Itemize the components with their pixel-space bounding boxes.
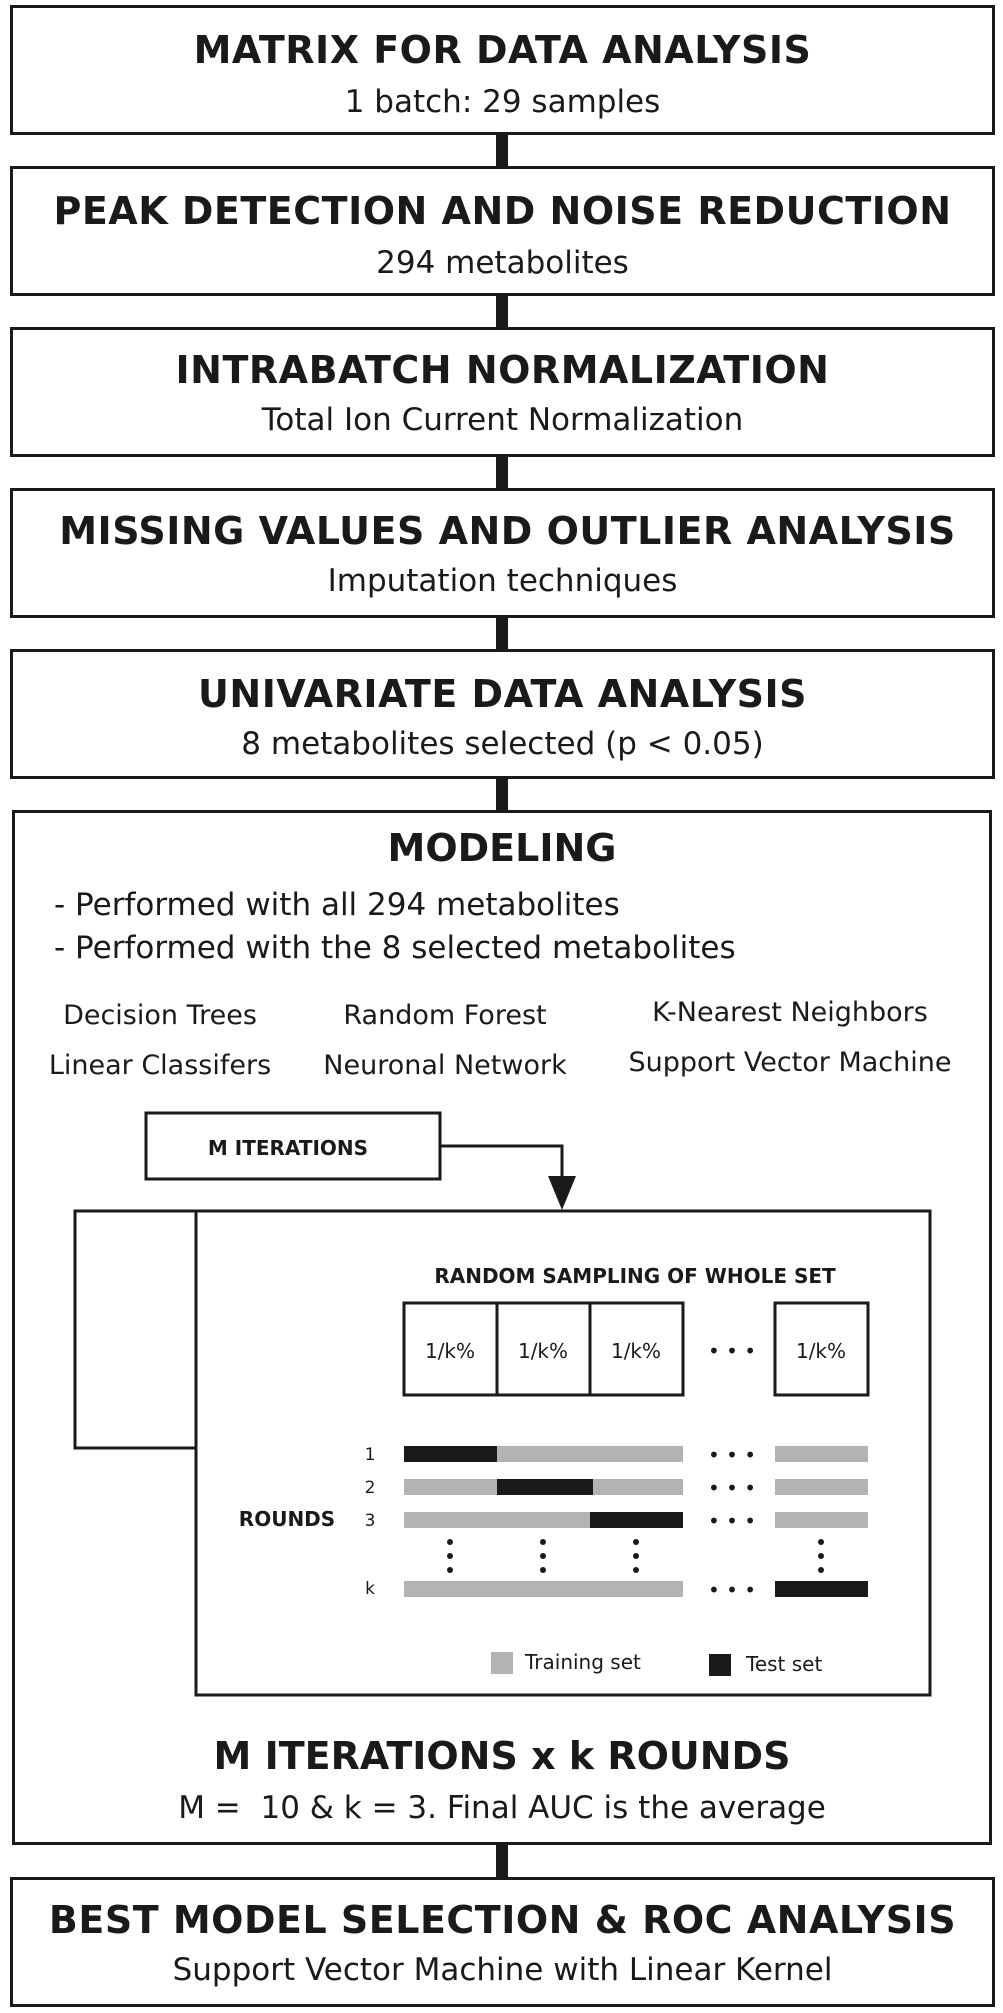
fold-label-4: 1/k%	[796, 1339, 846, 1363]
round-2-train-b	[593, 1479, 683, 1495]
modeling-bullet-2: - Performed with the 8 selected metaboli…	[54, 930, 736, 966]
modeling-bullet-1: - Performed with all 294 metabolites	[54, 887, 620, 923]
step-subtitle: Total Ion Current Normalization	[261, 402, 744, 438]
modeling-summary-title: M ITERATIONS x k ROUNDS	[213, 1734, 791, 1778]
legend-training-label: Training set	[524, 1650, 641, 1674]
step-subtitle: 1 batch: 29 samples	[344, 84, 661, 120]
method-linear-classifiers: Linear Classifers	[48, 1050, 272, 1081]
method-decision-trees: Decision Trees	[63, 1000, 257, 1031]
iterations-label: M ITERATIONS	[208, 1136, 368, 1160]
iteration-arrow-line	[440, 1144, 564, 1178]
modeling-title: MODELING	[387, 826, 617, 870]
step-subtitle: 294 metabolites	[376, 245, 629, 281]
step-univariate: UNIVARIATE DATA ANALYSIS 8 metabolites s…	[10, 649, 995, 779]
iteration-loop-line	[73, 1209, 196, 1450]
round-1-ellipsis: • • •	[708, 1443, 756, 1467]
round-k-train	[404, 1581, 683, 1597]
method-neuronal-network: Neuronal Network	[323, 1050, 567, 1081]
round-k-test	[775, 1581, 868, 1597]
round-1-train	[497, 1446, 683, 1462]
legend-training-swatch	[491, 1652, 513, 1674]
round-3-test	[590, 1512, 683, 1528]
fold-ellipsis: • • •	[708, 1339, 756, 1363]
fold-label-2: 1/k%	[518, 1339, 568, 1363]
fold-label-1: 1/k%	[425, 1339, 475, 1363]
round-1-test	[404, 1446, 497, 1462]
connector-6	[496, 1843, 508, 1880]
fold-box-3	[588, 1301, 685, 1397]
legend-test-swatch	[709, 1654, 731, 1676]
round-2-test	[497, 1479, 593, 1495]
fold-box-1	[402, 1301, 499, 1397]
inner-box	[194, 1209, 932, 1697]
round-label-1: 1	[365, 1445, 376, 1465]
modeling-summary-text: M = 10 & k = 3. Final AUC is the average	[178, 1790, 826, 1826]
round-label-3: 3	[365, 1511, 376, 1531]
method-support-vector-machine: Support Vector Machine	[628, 1047, 952, 1078]
round-3-ellipsis: • • •	[708, 1509, 756, 1533]
round-k-ellipsis: • • •	[708, 1578, 756, 1602]
step-peak-detection: PEAK DETECTION AND NOISE REDUCTION 294 m…	[10, 166, 995, 296]
connector-2	[496, 294, 508, 331]
step-title: MATRIX FOR DATA ANALYSIS	[193, 28, 812, 72]
iterations-label-box	[144, 1111, 442, 1181]
step-matrix: MATRIX FOR DATA ANALYSIS 1 batch: 29 sam…	[10, 5, 995, 135]
connector-1	[496, 133, 508, 170]
connector-4	[496, 616, 508, 653]
rounds-label: ROUNDS	[239, 1507, 335, 1531]
connector-5	[496, 777, 508, 814]
connector-3	[496, 455, 508, 492]
legend-test-label: Test set	[745, 1652, 822, 1676]
round-3-train-last	[775, 1512, 868, 1528]
round-1-train-last	[775, 1446, 868, 1462]
step-best-model: BEST MODEL SELECTION & ROC ANALYSIS Supp…	[10, 1877, 995, 2007]
step-missing-values: MISSING VALUES AND OUTLIER ANALYSIS Impu…	[10, 488, 995, 618]
inner-title: RANDOM SAMPLING OF WHOLE SET	[434, 1264, 836, 1288]
round-2-ellipsis: • • •	[708, 1476, 756, 1500]
step-subtitle: 8 metabolites selected (p < 0.05)	[241, 726, 764, 762]
method-random-forest: Random Forest	[343, 1000, 547, 1031]
vertical-ellipsis-group	[447, 1539, 824, 1573]
round-2-train	[404, 1479, 497, 1495]
step-title: INTRABATCH NORMALIZATION	[175, 348, 830, 392]
round-label-2: 2	[365, 1478, 376, 1498]
step-title: MISSING VALUES AND OUTLIER ANALYSIS	[59, 509, 956, 553]
fold-box-4	[773, 1301, 870, 1397]
round-3-train	[404, 1512, 590, 1528]
fold-box-2	[495, 1301, 592, 1397]
step-subtitle: Imputation techniques	[327, 563, 678, 599]
method-k-nearest-neighbors: K-Nearest Neighbors	[652, 997, 928, 1028]
round-2-train-last	[775, 1479, 868, 1495]
step-title: PEAK DETECTION AND NOISE REDUCTION	[53, 189, 952, 233]
step-title: UNIVARIATE DATA ANALYSIS	[198, 672, 807, 716]
step-normalization: INTRABATCH NORMALIZATION Total Ion Curre…	[10, 327, 995, 457]
fold-label-3: 1/k%	[611, 1339, 661, 1363]
round-label-k: k	[365, 1579, 375, 1599]
step-title: BEST MODEL SELECTION & ROC ANALYSIS	[48, 1898, 957, 1942]
iteration-arrowhead	[548, 1176, 576, 1210]
step-subtitle: Support Vector Machine with Linear Kerne…	[172, 1952, 833, 1988]
